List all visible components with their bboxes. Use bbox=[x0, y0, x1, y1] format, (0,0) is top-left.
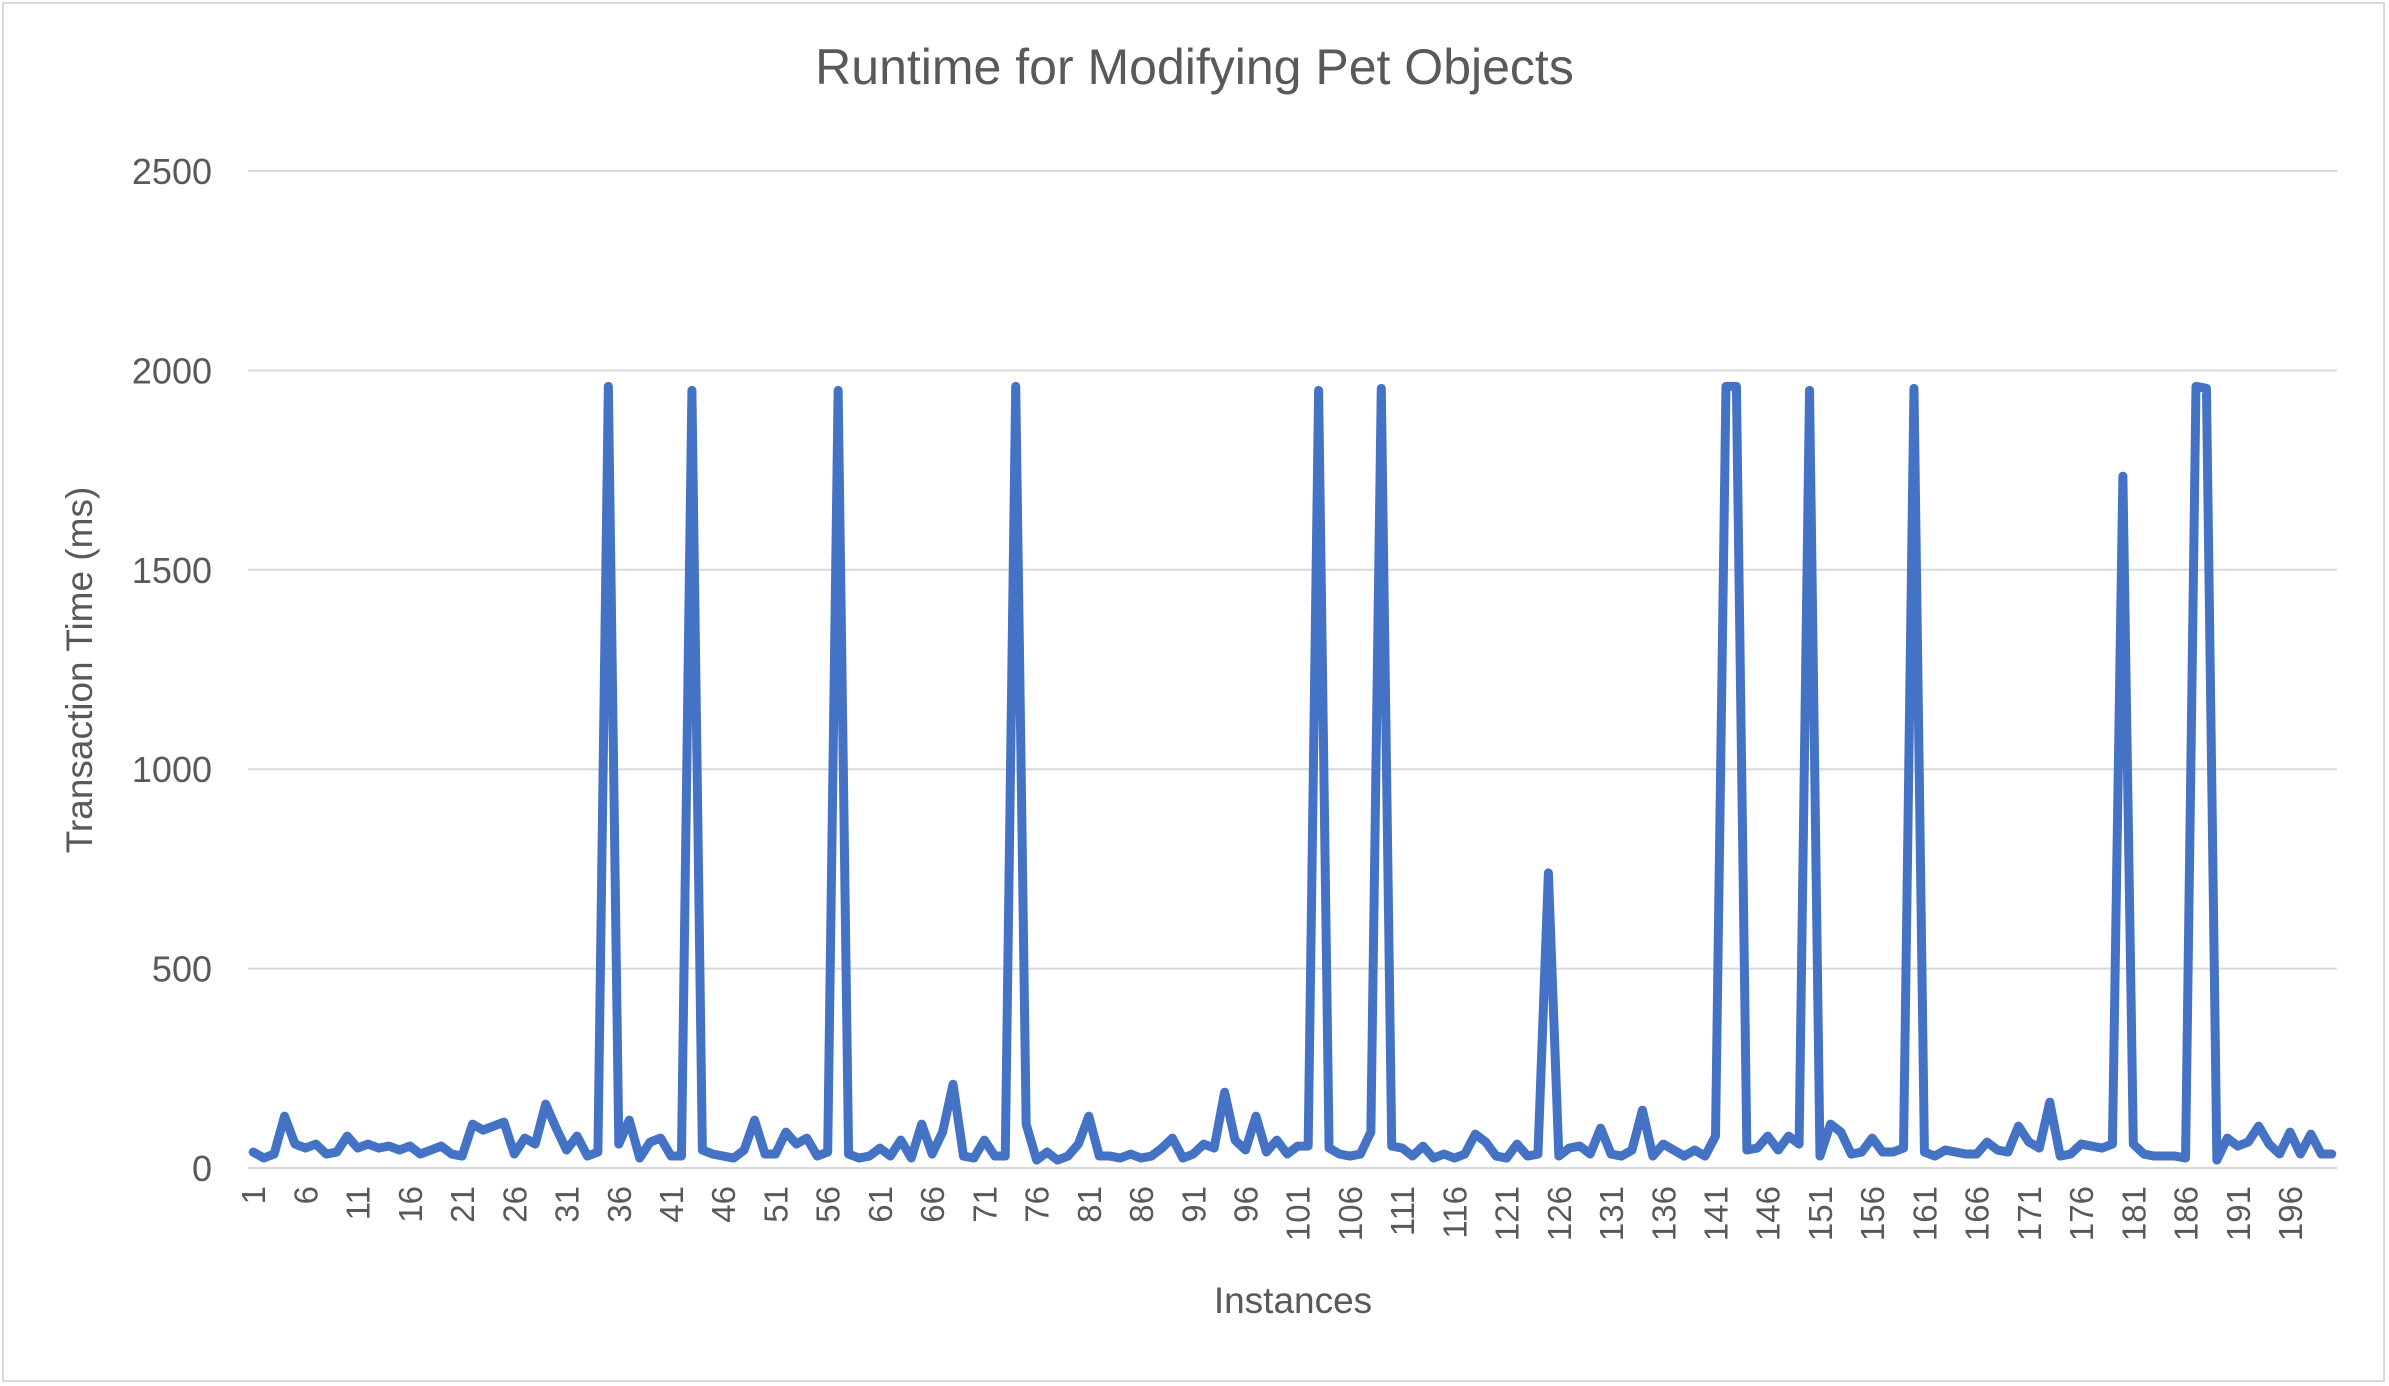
x-tick-label: 36 bbox=[601, 1186, 638, 1223]
gridlines bbox=[248, 170, 2337, 1169]
y-tick-label: 1000 bbox=[132, 749, 212, 790]
x-tick-label: 106 bbox=[1332, 1186, 1369, 1241]
x-tick-label: 56 bbox=[810, 1186, 847, 1223]
x-tick-label: 51 bbox=[757, 1186, 794, 1223]
chart-title: Runtime for Modifying Pet Objects bbox=[815, 39, 1574, 95]
x-tick-label: 126 bbox=[1541, 1186, 1578, 1241]
y-tick-label: 2500 bbox=[132, 151, 212, 192]
x-tick-label: 156 bbox=[1854, 1186, 1891, 1241]
x-tick-label: 71 bbox=[966, 1186, 1003, 1223]
x-tick-label: 101 bbox=[1280, 1186, 1317, 1241]
x-tick-label: 11 bbox=[340, 1186, 377, 1220]
y-tick-label: 1500 bbox=[132, 550, 212, 591]
x-tick-label: 131 bbox=[1593, 1186, 1630, 1241]
series-group bbox=[248, 381, 2337, 1165]
y-tick-label: 500 bbox=[152, 949, 212, 990]
x-tick-label: 6 bbox=[287, 1186, 324, 1204]
x-tick-label: 121 bbox=[1489, 1186, 1526, 1241]
y-tick-label: 2000 bbox=[132, 350, 212, 391]
x-tick-label: 96 bbox=[1227, 1186, 1264, 1223]
x-tick-label: 186 bbox=[2168, 1186, 2205, 1241]
x-tick-label: 26 bbox=[496, 1186, 533, 1223]
x-tick-label: 66 bbox=[914, 1186, 951, 1223]
x-tick-label: 146 bbox=[1750, 1186, 1787, 1241]
x-tick-label: 16 bbox=[392, 1186, 429, 1223]
x-tick-label: 181 bbox=[2115, 1186, 2152, 1241]
x-tick-label: 191 bbox=[2220, 1186, 2257, 1241]
x-tick-label: 61 bbox=[862, 1186, 899, 1223]
x-tick-label: 41 bbox=[653, 1186, 690, 1223]
x-tick-label: 116 bbox=[1436, 1186, 1473, 1239]
series-line bbox=[248, 381, 2337, 1165]
y-axis-label: Transaction Time (ms) bbox=[59, 487, 100, 854]
x-tick-label: 176 bbox=[2063, 1186, 2100, 1241]
x-tick-label: 166 bbox=[1959, 1186, 1996, 1241]
x-tick-label: 91 bbox=[1175, 1186, 1212, 1223]
x-tick-label: 21 bbox=[444, 1186, 481, 1223]
x-tick-label: 1 bbox=[235, 1186, 272, 1204]
x-axis-tick-labels: 1 6 11 16 21 26 31 36 41 46 51 56 61 66 71 76 81 86 91 96 10… bbox=[235, 1186, 2309, 1241]
x-tick-label: 141 bbox=[1698, 1186, 1735, 1241]
x-tick-label: 161 bbox=[1906, 1186, 1943, 1241]
x-axis-label: Instances bbox=[1214, 1280, 1372, 1321]
x-tick-label: 81 bbox=[1071, 1186, 1108, 1223]
x-tick-label: 76 bbox=[1019, 1186, 1056, 1223]
x-tick-label: 196 bbox=[2272, 1186, 2309, 1241]
y-axis-tick-labels: 0 500 1000 1500 2000 2500 bbox=[132, 151, 212, 1189]
x-tick-label: 111 bbox=[1384, 1186, 1421, 1236]
y-tick-label: 0 bbox=[192, 1148, 212, 1189]
x-tick-label: 46 bbox=[705, 1186, 742, 1223]
x-tick-label: 86 bbox=[1123, 1186, 1160, 1223]
x-tick-label: 31 bbox=[549, 1186, 586, 1223]
x-tick-label: 136 bbox=[1645, 1186, 1682, 1241]
x-tick-label: 171 bbox=[2011, 1186, 2048, 1241]
x-tick-label: 151 bbox=[1802, 1186, 1839, 1241]
